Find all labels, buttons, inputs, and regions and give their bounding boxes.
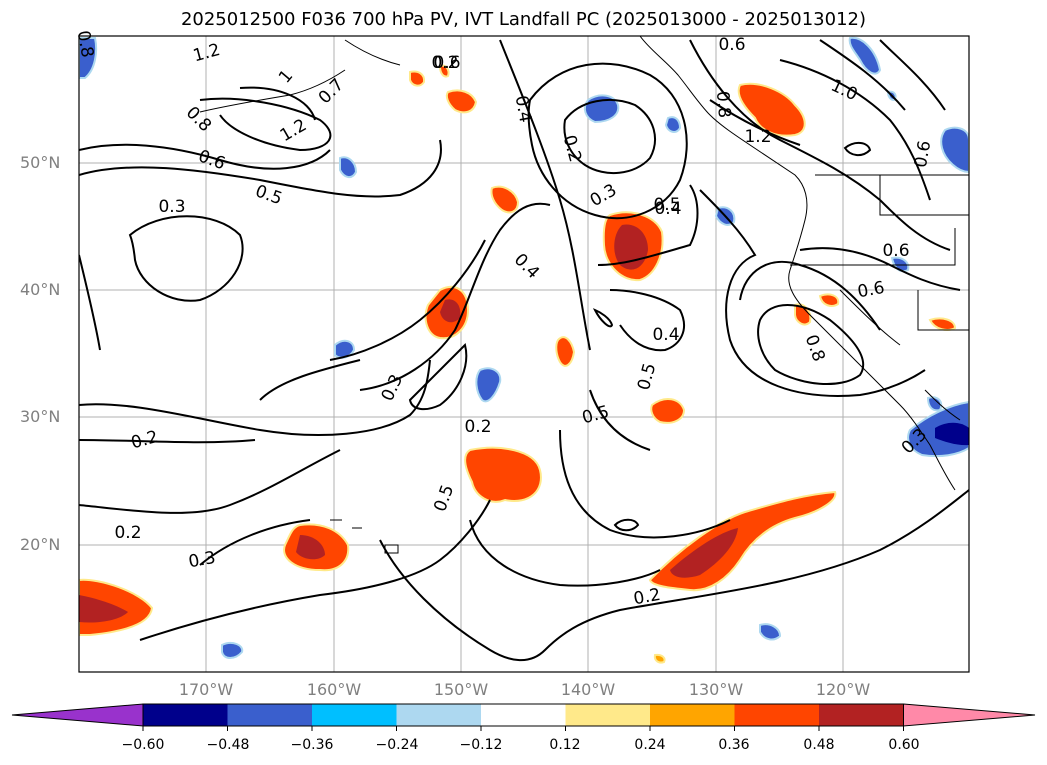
colorbar-tick: 0.60	[888, 737, 920, 753]
contour-label: 0.7	[315, 75, 348, 108]
colorbar-segment	[650, 704, 735, 726]
colorbar-tick: 0.24	[634, 737, 666, 753]
contour-label: 1	[275, 66, 297, 87]
contour-label: 1.2	[277, 115, 310, 146]
colorbar-segment	[734, 704, 819, 726]
colorbar-border	[142, 703, 904, 727]
contour-label: 0.6	[718, 35, 745, 55]
colorbar-segment	[819, 704, 904, 726]
contour-label: 0.3	[187, 548, 217, 572]
colorbar-tick: 0.12	[549, 737, 581, 753]
colorbar-tick: −0.60	[121, 737, 165, 753]
colorbar-tick: 0.36	[718, 737, 750, 753]
colorbar-tick: −0.36	[290, 737, 334, 753]
contour-label: 0.2	[431, 53, 458, 73]
colorbar	[11, 703, 1036, 731]
contour-label: 0.5	[253, 181, 285, 209]
contour-label: 0.4	[652, 325, 679, 345]
contour-label: 0.3	[158, 197, 185, 217]
contour-label: 0.5	[634, 361, 660, 392]
contour-label: 1.2	[191, 40, 222, 66]
contour-label: 0.5	[653, 195, 680, 215]
contour-labels: 0.8 1.21 0.70.61.20.80.60.3 0.50.40.30.20.2…	[73, 29, 936, 609]
lat-label-20: 20°N	[20, 535, 61, 554]
contour-label: 0.4	[511, 94, 535, 124]
contour-label: 0.2	[129, 427, 160, 453]
colorbar-tick: −0.48	[206, 737, 250, 753]
colorbar-extend-left	[11, 703, 144, 727]
contour-label: 0.2	[632, 585, 662, 609]
coastlines	[199, 36, 969, 554]
map-frame	[78, 35, 970, 673]
colorbar-tick: 0.48	[803, 737, 835, 753]
contour-label: 0.6	[856, 278, 886, 302]
gridlines	[79, 36, 969, 672]
lon-label-160w: 160°W	[306, 680, 362, 699]
contour-label: 0.4	[654, 199, 681, 219]
contour-label: 0.6	[911, 139, 935, 169]
lat-label-50: 50°N	[20, 153, 61, 172]
contour-label: 0.5	[430, 482, 458, 514]
contour-label: 0.2	[114, 523, 141, 543]
lon-label-130w: 130°W	[688, 680, 744, 699]
contour-label: 0.8	[712, 90, 734, 119]
colorbar-tick: −0.12	[459, 737, 503, 753]
contour-label: 0.5	[580, 402, 611, 428]
contour-label: 0.8	[182, 103, 215, 136]
contour-label: 0.8	[73, 29, 97, 59]
contour-label: 0.6	[882, 241, 909, 261]
lon-label-140w: 140°W	[560, 680, 616, 699]
contour-label: 0.8	[801, 332, 829, 364]
lon-label-170w: 170°W	[178, 680, 234, 699]
colorbar-tick: −0.24	[375, 737, 419, 753]
colorbar-extend-right	[903, 703, 1036, 727]
contour-label: 0.2	[559, 133, 585, 164]
map-title: 2025012500 F036 700 hPa PV, IVT Landfall…	[180, 9, 867, 30]
contour-label: 0.6	[196, 146, 228, 174]
colorbar-segment	[481, 704, 566, 726]
contour-label: 1.2	[744, 127, 771, 147]
colorbar-segment	[565, 704, 650, 726]
lat-label-30: 30°N	[20, 407, 61, 426]
contour-label: 0.2	[464, 417, 491, 437]
colorbar-segment	[143, 704, 228, 726]
lat-label-40: 40°N	[20, 280, 61, 299]
colorbar-segment	[227, 704, 312, 726]
lon-label-120w: 120°W	[815, 680, 871, 699]
colorbar-segment	[396, 704, 481, 726]
pv-positive-shading	[79, 64, 957, 664]
contour-label: 0.4	[510, 250, 543, 283]
contour-label: 0.3	[587, 180, 620, 211]
colorbar-segment	[312, 704, 397, 726]
contour-label: 0.6	[433, 53, 460, 73]
lon-label-150w: 150°W	[433, 680, 489, 699]
